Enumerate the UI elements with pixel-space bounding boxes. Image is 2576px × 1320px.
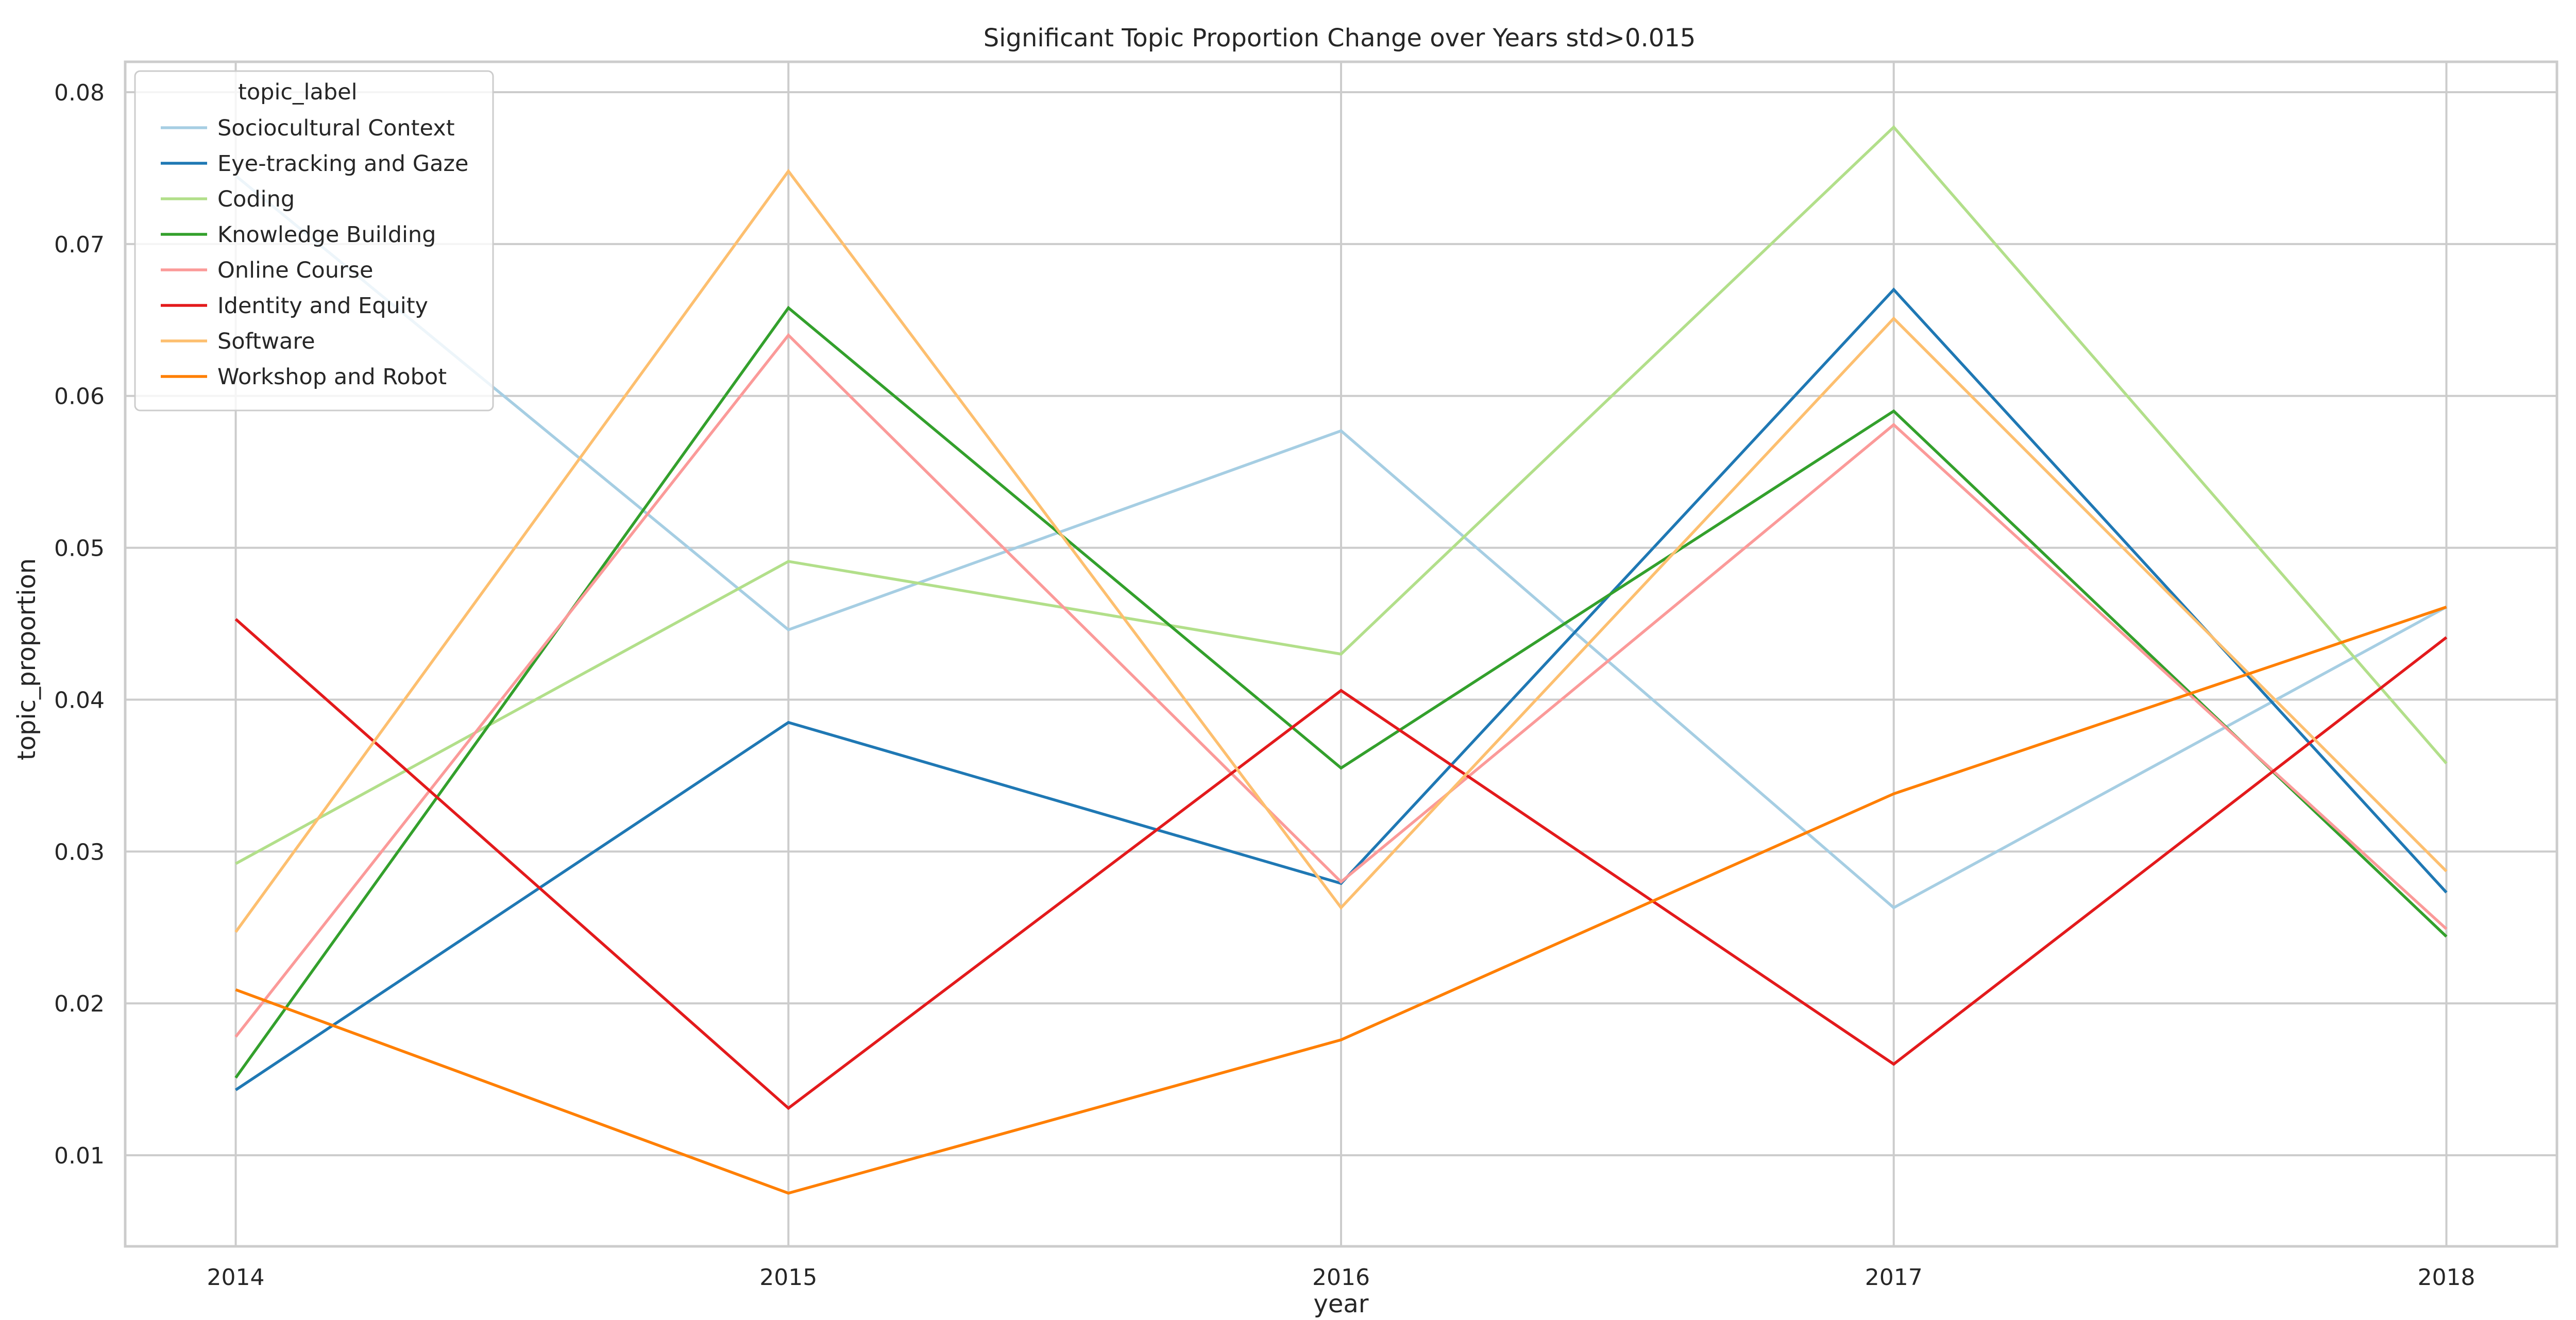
y-tick-label: 0.04: [54, 687, 105, 713]
series-line-identity-and-equity: [234, 618, 2448, 1110]
x-axis-ticks: 2014 2015 2016 2017 2018: [207, 1264, 2476, 1291]
y-tick-label: 0.06: [54, 384, 105, 410]
legend-label-software: Software: [217, 329, 315, 354]
series-line-software: [234, 168, 2448, 933]
legend-box: [134, 70, 494, 412]
legend-title: topic_label: [238, 79, 358, 105]
x-tick-label: 2014: [207, 1264, 265, 1291]
y-tick-label: 0.08: [54, 80, 105, 106]
series-line-knowledge-building: [234, 305, 2448, 1079]
legend-label-online-course: Online Course: [217, 258, 374, 283]
x-tick-label: 2015: [759, 1264, 817, 1291]
y-tick-label: 0.05: [54, 536, 105, 562]
x-tick-label: 2017: [1865, 1264, 1923, 1291]
legend-label-coding: Coding: [217, 186, 295, 212]
x-axis-label: year: [1313, 1290, 1368, 1318]
legend-label-identity-and-equity: Identity and Equity: [217, 293, 428, 319]
legend-label-sociocultural-context: Sociocultural Context: [217, 115, 455, 141]
y-axis-ticks: 0.01 0.02 0.03 0.04 0.05 0.06 0.07 0.08: [54, 80, 105, 1169]
legend-label-eye-tracking-and-gaze: Eye-tracking and Gaze: [217, 151, 468, 177]
chart-title: Significant Topic Proportion Change over…: [984, 24, 1696, 53]
series-layer: [234, 125, 2448, 1195]
y-tick-label: 0.03: [54, 839, 105, 865]
plot-frame: [124, 60, 2558, 1248]
x-tick-label: 2018: [2417, 1264, 2475, 1291]
legend-items: Sociocultural Context Eye-tracking and Ga…: [161, 115, 468, 390]
legend: topic_label Sociocultural Context Eye-tra…: [134, 70, 494, 412]
y-axis-label: topic_proportion: [12, 558, 41, 760]
y-tick-label: 0.02: [54, 991, 105, 1017]
y-tick-label: 0.01: [54, 1143, 105, 1169]
series-line-sociocultural-context: [234, 175, 2447, 910]
y-tick-label: 0.07: [54, 232, 105, 258]
series-line-workshop-and-robot: [235, 605, 2447, 1195]
series-line-coding: [235, 125, 2448, 865]
legend-label-knowledge-building: Knowledge Building: [217, 222, 436, 248]
legend-label-workshop-and-robot: Workshop and Robot: [217, 364, 447, 390]
series-line-online-course: [234, 333, 2448, 1038]
x-tick-label: 2016: [1312, 1264, 1370, 1291]
